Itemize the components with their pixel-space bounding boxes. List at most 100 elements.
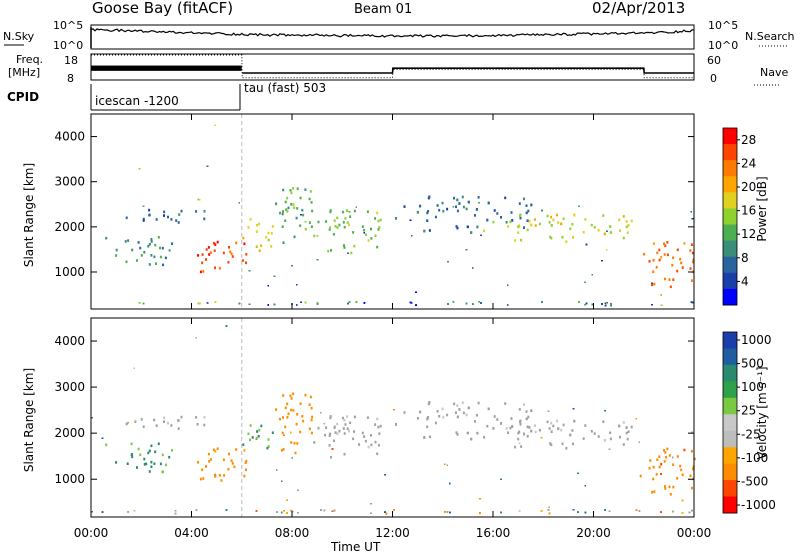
velocity-region-0 <box>105 442 174 474</box>
power-colorbar-tick-label-4: 12 <box>741 227 756 241</box>
velocity-scatter-noise <box>91 325 693 515</box>
freq-line <box>242 67 694 74</box>
freq-label-line2: [MHz] <box>8 66 40 79</box>
power-panel: 1000 2000 3000 4000 28 24 20 16 12 8 4 <box>54 113 756 310</box>
power-colorbar-swatch-10 <box>723 288 737 306</box>
velocity-colorbar-tick-label-5: -100 <box>741 451 768 465</box>
cpid-mode1: icescan -1200 <box>95 94 179 108</box>
x-tick-label-1: 04:00 <box>174 526 209 540</box>
power-ytick-label-1000: 1000 <box>54 265 85 279</box>
velocity-colorbar-swatch-9 <box>723 480 737 498</box>
velocity-colorbar-label: Velocity [m s⁻¹] <box>755 366 769 459</box>
velocity-region-5 <box>313 415 382 459</box>
velocity-colorbar-swatch-4 <box>723 397 737 415</box>
beam-title: Beam 01 <box>354 2 412 17</box>
power-ytick-label-4000: 4000 <box>54 130 85 144</box>
velocity-colorbar-tick-label-3: 25 <box>741 404 756 418</box>
velocity-colorbar-tick-label-2: 100 <box>741 380 764 394</box>
velocity-colorbar-swatch-0 <box>723 332 737 349</box>
noise-tick-left-top: 10^5 <box>53 19 83 32</box>
power-colorbar-tick-label-3: 16 <box>741 204 756 218</box>
cpid-mode2: tau (fast) 503 <box>244 81 326 95</box>
date-title: 02/Apr/2013 <box>592 0 685 17</box>
power-region-2 <box>197 240 248 274</box>
power-ytick-label-2000: 2000 <box>54 220 85 234</box>
power-colorbar-swatch-5 <box>723 208 737 226</box>
noise-panel-frame <box>90 24 695 50</box>
velocity-colorbar-swatch-5 <box>723 414 737 432</box>
power-colorbar-tick-label-0: 28 <box>741 133 756 147</box>
power-colorbar-tick-label-1: 24 <box>741 156 756 170</box>
power-colorbar-swatch-4 <box>723 192 737 209</box>
velocity-region-6 <box>395 401 533 441</box>
velocity-ytick-label-2000: 2000 <box>54 426 85 440</box>
nave-label: Nave <box>760 66 788 79</box>
power-region-7 <box>483 213 633 243</box>
velocity-colorbar-swatch-2 <box>723 364 737 382</box>
power-region-6 <box>395 195 533 234</box>
power-scatter-noise <box>138 124 694 307</box>
power-colorbar-label: Power [dB] <box>755 176 769 241</box>
freq-tick-top: 18 <box>64 54 78 67</box>
velocity-ytick-label-4000: 4000 <box>54 334 85 348</box>
velocity-region-1 <box>125 415 206 430</box>
velocity-colorbar-tick-label-7: -1000 <box>741 498 776 512</box>
freq-icescan-block <box>91 65 242 71</box>
x-axis-label: Time UT <box>330 540 381 554</box>
power-region-3 <box>242 218 274 252</box>
cpid-label: CPID <box>7 90 39 104</box>
noise-tick-right-bottom: 10^0 <box>708 39 738 52</box>
velocity-ytick-label-3000: 3000 <box>54 380 85 394</box>
velocity-colorbar-swatch-1 <box>723 348 737 366</box>
power-y-axis-label: Slant Range [km] <box>22 163 36 267</box>
velocity-colorbar-frame <box>722 331 738 514</box>
nsky-label: N.Sky <box>3 30 35 43</box>
power-colorbar-tick-label-5: 8 <box>741 251 749 265</box>
power-colorbar-swatch-1 <box>723 144 737 161</box>
x-tick-label-4: 16:00 <box>476 526 511 540</box>
velocity-colorbar-tick-label-6: -500 <box>741 474 768 488</box>
noise-tick-left-bottom: 10^0 <box>53 39 83 52</box>
station-title: Goose Bay (fitACF) <box>92 0 233 17</box>
velocity-colorbar-tick-label-4: -25 <box>741 427 761 441</box>
power-region-0 <box>105 236 174 267</box>
nsearch-label: N.Search <box>745 30 795 43</box>
power-colorbar-swatch-2 <box>723 160 737 177</box>
freq-tick-bottom: 8 <box>67 72 74 85</box>
x-tick-label-6: 00:00 <box>677 526 712 540</box>
x-tick-label-3: 12:00 <box>375 526 410 540</box>
velocity-colorbar-tick-label-1: 500 <box>741 357 764 371</box>
power-colorbar-tick-label-2: 20 <box>741 180 756 194</box>
velocity-colorbar-swatch-3 <box>723 381 737 399</box>
power-colorbar-swatch-6 <box>723 224 737 242</box>
velocity-colorbar-tick-label-0: 1000 <box>741 333 772 347</box>
power-region-4 <box>275 187 314 244</box>
x-tick-label-0: 00:00 <box>74 526 109 540</box>
velocity-region-7 <box>483 419 633 450</box>
power-colorbar-frame <box>722 127 738 306</box>
velocity-region-2 <box>197 447 248 482</box>
freq-label-line1: Freq. <box>16 53 43 66</box>
freq-trace <box>91 54 694 79</box>
velocity-ytick-label-1000: 1000 <box>54 472 85 486</box>
power-region-1 <box>125 208 206 224</box>
velocity-colorbar-swatch-6 <box>723 430 737 448</box>
velocity-region-4 <box>275 392 314 455</box>
power-colorbar-swatch-8 <box>723 256 737 274</box>
power-colorbar-swatch-9 <box>723 272 737 290</box>
velocity-colorbar-swatch-10 <box>723 496 737 514</box>
noise-tick-right-top: 10^5 <box>708 19 738 32</box>
velocity-colorbar-swatch-8 <box>723 463 737 481</box>
power-colorbar-swatch-7 <box>723 240 737 258</box>
velocity-panel: 1000 2000 3000 4000 1000 500 100 25 -25 -100 -500 -… <box>54 317 776 518</box>
power-plot-bg <box>91 114 694 309</box>
velocity-colorbar-swatch-7 <box>723 447 737 465</box>
power-colorbar-swatch-0 <box>723 128 737 145</box>
x-tick-label-2: 08:00 <box>275 526 310 540</box>
power-region-5 <box>313 209 382 255</box>
x-tick-label-5: 20:00 <box>576 526 611 540</box>
power-ytick-label-3000: 3000 <box>54 175 85 189</box>
noise-trace <box>90 27 695 48</box>
power-colorbar-tick-label-6: 4 <box>741 274 749 288</box>
